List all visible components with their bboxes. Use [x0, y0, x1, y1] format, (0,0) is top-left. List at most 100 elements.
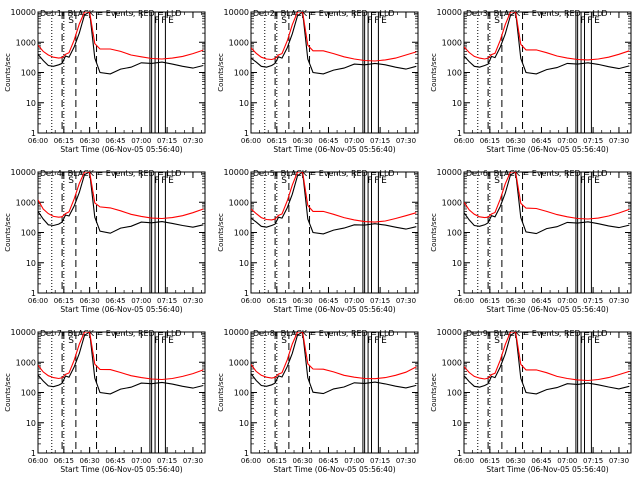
marker-letter: F — [587, 16, 592, 26]
y-axis-label: Counts/sec — [4, 213, 12, 252]
x-tick-label: 07:00 — [131, 457, 151, 465]
x-tick-label: 06:15 — [480, 137, 500, 145]
series-group — [38, 332, 204, 395]
x-tick-label: 06:15 — [480, 297, 500, 305]
x-tick-label: 06:45 — [531, 457, 551, 465]
y-axis-label: Counts/sec — [4, 53, 12, 92]
plot-frame — [37, 171, 206, 294]
y-tick-label: 1 — [244, 289, 249, 298]
x-tick-label: 06:30 — [293, 137, 313, 145]
y-tick-label: 1000 — [442, 198, 462, 207]
x-tick-label: 06:45 — [105, 137, 125, 145]
y-tick-label: 1000 — [229, 38, 249, 47]
detector-panel: Det 9r BLACK = Events, RED = LLD 1 10 100 10… — [430, 328, 632, 474]
detector-panel: Det 4r BLACK = Events, RED = LLD 1 10 100 10… — [4, 168, 206, 314]
plot-frame — [250, 11, 419, 134]
panel-title: Det 2r BLACK = Events, RED = LLD — [253, 9, 395, 18]
x-tick-label: 06:00 — [241, 297, 261, 305]
lld-series-line — [251, 12, 417, 62]
x-tick-label: 07:15 — [583, 297, 603, 305]
lld-series-line — [251, 332, 417, 380]
y-tick-label: 10 — [452, 99, 462, 108]
marker-letter: F — [154, 336, 159, 346]
x-tick-label: 06:00 — [454, 137, 474, 145]
y-tick-label: 100 — [234, 389, 249, 398]
marker-letter: F — [587, 336, 592, 346]
x-tick-label: 06:15 — [480, 457, 500, 465]
y-axis-label: Counts/sec — [430, 53, 438, 92]
y-tick-label: 1 — [457, 129, 462, 138]
x-tick-label: 06:30 — [80, 457, 100, 465]
x-tick-label: 07:15 — [583, 137, 603, 145]
y-tick-label: 10000 — [11, 328, 36, 337]
marker-letter: F — [587, 176, 592, 186]
x-tick-label: 07:30 — [183, 457, 203, 465]
y-tick-label: 100 — [234, 69, 249, 78]
events-series-line — [251, 332, 417, 395]
marker-letter: F — [374, 176, 379, 186]
x-tick-label: 07:15 — [157, 457, 177, 465]
y-tick-label: 100 — [234, 229, 249, 238]
events-series-line — [251, 12, 417, 75]
y-tick-label: 1 — [244, 129, 249, 138]
x-tick-label: 06:15 — [54, 297, 74, 305]
y-tick-label: 10000 — [11, 168, 36, 177]
x-axis-label: Start Time (06-Nov-05 05:56:40) — [273, 305, 395, 314]
x-tick-label: 06:30 — [506, 457, 526, 465]
x-tick-label: 06:30 — [293, 297, 313, 305]
y-axis-label: Counts/sec — [4, 373, 12, 412]
detector-panel: Det 6r BLACK = Events, RED = LLD 1 10 100 10… — [430, 168, 632, 314]
series-group — [251, 172, 417, 235]
x-tick-label: 07:30 — [609, 457, 629, 465]
series-group — [251, 332, 417, 395]
plot-frame — [463, 11, 632, 134]
marker-letter: S — [494, 16, 500, 26]
plot-frame — [463, 331, 632, 454]
events-series-line — [251, 172, 417, 235]
x-tick-label: 07:15 — [370, 457, 390, 465]
y-tick-label: 1 — [31, 289, 36, 298]
marker-letter: E — [381, 176, 387, 186]
x-tick-label: 06:45 — [531, 137, 551, 145]
y-tick-label: 1 — [457, 289, 462, 298]
y-tick-label: 10 — [452, 259, 462, 268]
y-tick-label: 100 — [21, 69, 36, 78]
detector-panel: Det 5r BLACK = Events, RED = LLD 1 10 100 10… — [217, 168, 419, 314]
panel-title: Det 8r BLACK = Events, RED = LLD — [253, 329, 395, 338]
x-tick-label: 07:00 — [557, 457, 577, 465]
x-tick-label: 07:00 — [557, 137, 577, 145]
marker-letter: F — [580, 336, 585, 346]
x-tick-label: 06:30 — [506, 137, 526, 145]
x-tick-label: 06:00 — [454, 297, 474, 305]
x-tick-label: 06:30 — [80, 297, 100, 305]
x-tick-label: 06:45 — [318, 137, 338, 145]
marker-letter: F — [367, 16, 372, 26]
y-tick-label: 1000 — [16, 38, 36, 47]
marker-letter: S — [281, 336, 287, 346]
marker-letter: F — [367, 336, 372, 346]
x-tick-label: 06:15 — [267, 457, 287, 465]
x-tick-label: 07:30 — [183, 297, 203, 305]
marker-letter: F — [367, 176, 372, 186]
y-tick-label: 1 — [457, 449, 462, 458]
panel-title: Det 6r BLACK = Events, RED = LLD — [466, 169, 608, 178]
y-tick-label: 1000 — [229, 198, 249, 207]
marker-letter: S — [68, 16, 74, 26]
y-tick-label: 1000 — [442, 358, 462, 367]
y-tick-label: 10000 — [224, 328, 249, 337]
y-tick-label: 1 — [244, 449, 249, 458]
marker-letter: S — [68, 336, 74, 346]
y-axis-label: Counts/sec — [430, 213, 438, 252]
x-tick-label: 06:15 — [54, 457, 74, 465]
series-group — [38, 12, 204, 75]
detector-panel: Det 8r BLACK = Events, RED = LLD 1 10 100 10… — [217, 328, 419, 474]
y-tick-label: 1000 — [16, 358, 36, 367]
x-tick-label: 06:15 — [54, 137, 74, 145]
x-tick-label: 06:00 — [28, 457, 48, 465]
series-group — [251, 12, 417, 75]
y-tick-label: 10000 — [224, 168, 249, 177]
